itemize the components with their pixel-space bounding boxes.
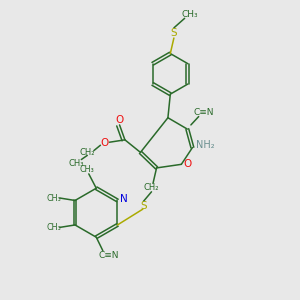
Text: NH₂: NH₂ [196,140,214,150]
Text: O: O [116,115,124,125]
Text: O: O [183,159,191,169]
Text: S: S [140,201,147,211]
Text: CH₂: CH₂ [80,148,95,158]
Text: S: S [171,28,177,38]
Text: CH₃: CH₃ [80,165,95,174]
Text: C≡N: C≡N [98,251,119,260]
Text: CH₃: CH₃ [46,223,61,232]
Text: CH₃: CH₃ [182,10,198,19]
Text: CH₃: CH₃ [68,159,84,168]
Text: C≡N: C≡N [194,108,214,117]
Text: O: O [100,138,108,148]
Text: CH₂: CH₂ [144,183,159,192]
Text: CH₃: CH₃ [46,194,61,202]
Text: N: N [120,194,128,204]
